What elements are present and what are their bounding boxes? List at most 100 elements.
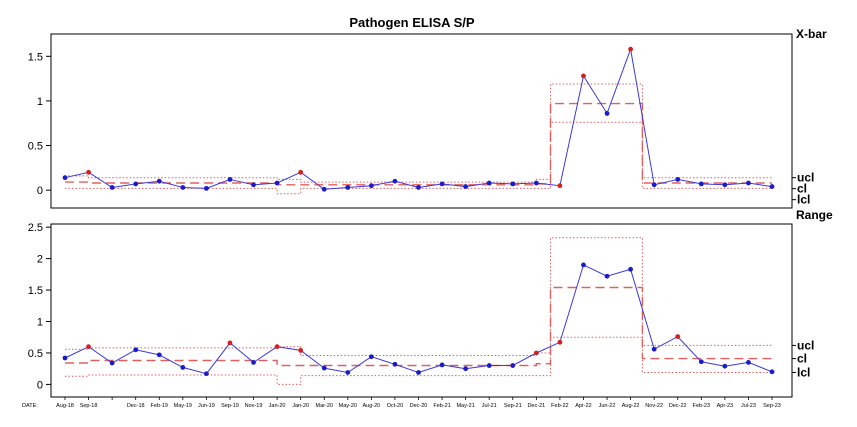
range-point xyxy=(604,273,610,279)
date-tick-label: Dec-21 xyxy=(527,403,545,409)
range-point-out-of-control xyxy=(274,344,280,350)
xbar-point xyxy=(227,177,233,182)
date-tick-label: May-19 xyxy=(174,403,192,409)
range-point xyxy=(698,359,704,365)
xbar-point-out-of-control xyxy=(557,183,563,189)
date-tick-label: Dec-22 xyxy=(669,403,687,409)
xbar-plot-frame xyxy=(50,33,793,209)
xbar-point xyxy=(251,182,256,188)
range-point xyxy=(62,355,68,361)
xbar-point xyxy=(675,177,681,182)
range-plot-frame xyxy=(50,223,793,398)
xbar-point xyxy=(392,178,398,184)
xbar-point xyxy=(486,180,492,186)
range-ucl-line xyxy=(65,237,772,356)
range-point xyxy=(651,346,657,352)
xbar-point xyxy=(109,185,115,190)
date-tick-label: Feb-22 xyxy=(551,403,568,409)
range-cl-line xyxy=(65,286,772,367)
xbar-y-tick-label: 0.5 xyxy=(28,141,43,153)
date-tick-label: Apr-23 xyxy=(717,403,734,409)
xbar-point xyxy=(698,181,704,187)
range-point xyxy=(368,354,374,360)
xbar-point xyxy=(746,180,751,186)
xbar-point-out-of-control xyxy=(628,46,633,52)
date-axis-label: DATE: xyxy=(22,403,38,409)
range-data-line xyxy=(64,264,773,375)
xbar-cl-line xyxy=(65,102,772,186)
xbar-point xyxy=(463,184,469,189)
date-tick-label: Jul-23 xyxy=(741,403,756,409)
xbar-y-tick-label: 1 xyxy=(37,96,43,108)
date-tick-label: Mar-20 xyxy=(316,403,333,409)
range-point xyxy=(510,363,516,368)
range-cl-label: cl xyxy=(797,352,807,366)
date-tick-label: Aug-20 xyxy=(362,403,380,409)
date-tick-label: May-20 xyxy=(339,403,357,409)
xbar-point-out-of-control xyxy=(581,73,586,79)
date-tick-label: Jan-20 xyxy=(269,403,286,409)
range-point xyxy=(180,365,186,370)
range-point xyxy=(722,363,728,369)
range-y-axis: 0 0.5 1 1.5 2 2.5 xyxy=(28,222,51,391)
range-lcl-label: lcl xyxy=(797,365,810,379)
date-tick-label: May-21 xyxy=(456,403,474,409)
xbar-point xyxy=(722,182,728,188)
range-point-out-of-control xyxy=(533,350,539,356)
xbar-point xyxy=(604,111,610,116)
range-point-out-of-control xyxy=(86,344,91,350)
date-tick-label: Jan-20 xyxy=(292,403,309,409)
xbar-point xyxy=(62,175,68,181)
date-tick-label: Nov-19 xyxy=(245,403,263,409)
range-y-tick-label: 2 xyxy=(37,254,43,266)
xbar-point xyxy=(651,182,657,188)
xbar-y-axis: 0 0.5 1 1.5 xyxy=(28,51,51,197)
range-point xyxy=(156,352,162,358)
date-tick-label: Feb-21 xyxy=(433,403,450,409)
date-tick-label: Jun-22 xyxy=(599,403,616,409)
xbar-ucl-line xyxy=(65,83,772,183)
xbar-point xyxy=(180,185,186,190)
date-tick-label: Sep-19 xyxy=(221,403,239,409)
xbar-point-out-of-control xyxy=(298,169,304,175)
chart-title: Pathogen ELISA S/P xyxy=(349,15,475,30)
date-tick-label: Nov-22 xyxy=(645,403,663,409)
range-point-out-of-control xyxy=(227,340,233,346)
xbar-point xyxy=(133,181,139,187)
range-y-tick-label: 0.5 xyxy=(28,348,43,360)
xbar-point xyxy=(368,183,374,189)
range-point xyxy=(439,362,445,368)
range-point xyxy=(345,370,351,375)
xbar-point xyxy=(345,185,351,190)
date-tick-label: Dec-18 xyxy=(127,403,145,409)
xbar-point xyxy=(156,178,162,184)
range-y-tick-label: 1.5 xyxy=(28,285,43,297)
range-point xyxy=(109,360,115,366)
range-y-tick-label: 2.5 xyxy=(28,222,43,234)
range-point xyxy=(321,365,327,371)
range-ucl-label: ucl xyxy=(797,338,814,352)
range-point-out-of-control xyxy=(675,334,681,340)
date-tick-label: Dec-20 xyxy=(410,403,428,409)
date-tick-label: Sep-23 xyxy=(763,403,781,409)
range-y-tick-label: 0 xyxy=(37,379,43,391)
xbar-lcl-label: lcl xyxy=(797,193,810,207)
range-lcl-line xyxy=(65,336,772,385)
range-point-out-of-control xyxy=(557,339,563,345)
xbar-point xyxy=(533,180,539,186)
xbar-control-limits xyxy=(65,83,772,195)
xbar-point xyxy=(204,185,209,191)
date-tick-label: Apr-22 xyxy=(575,403,592,409)
xbar-point xyxy=(274,180,280,186)
date-tick-label: Jun-19 xyxy=(198,403,215,409)
xbar-cl-label: cl xyxy=(797,182,807,196)
range-y-tick-label: 1 xyxy=(37,317,43,329)
range-control-limits xyxy=(65,237,772,385)
xbar-data-line xyxy=(64,47,773,190)
date-axis: DATE: Aug-18 Sep-18 Dec-18 Feb-19 May-19 Jun-… xyxy=(22,397,781,409)
date-tick-label: Sep-21 xyxy=(504,403,522,409)
range-point xyxy=(392,361,398,367)
